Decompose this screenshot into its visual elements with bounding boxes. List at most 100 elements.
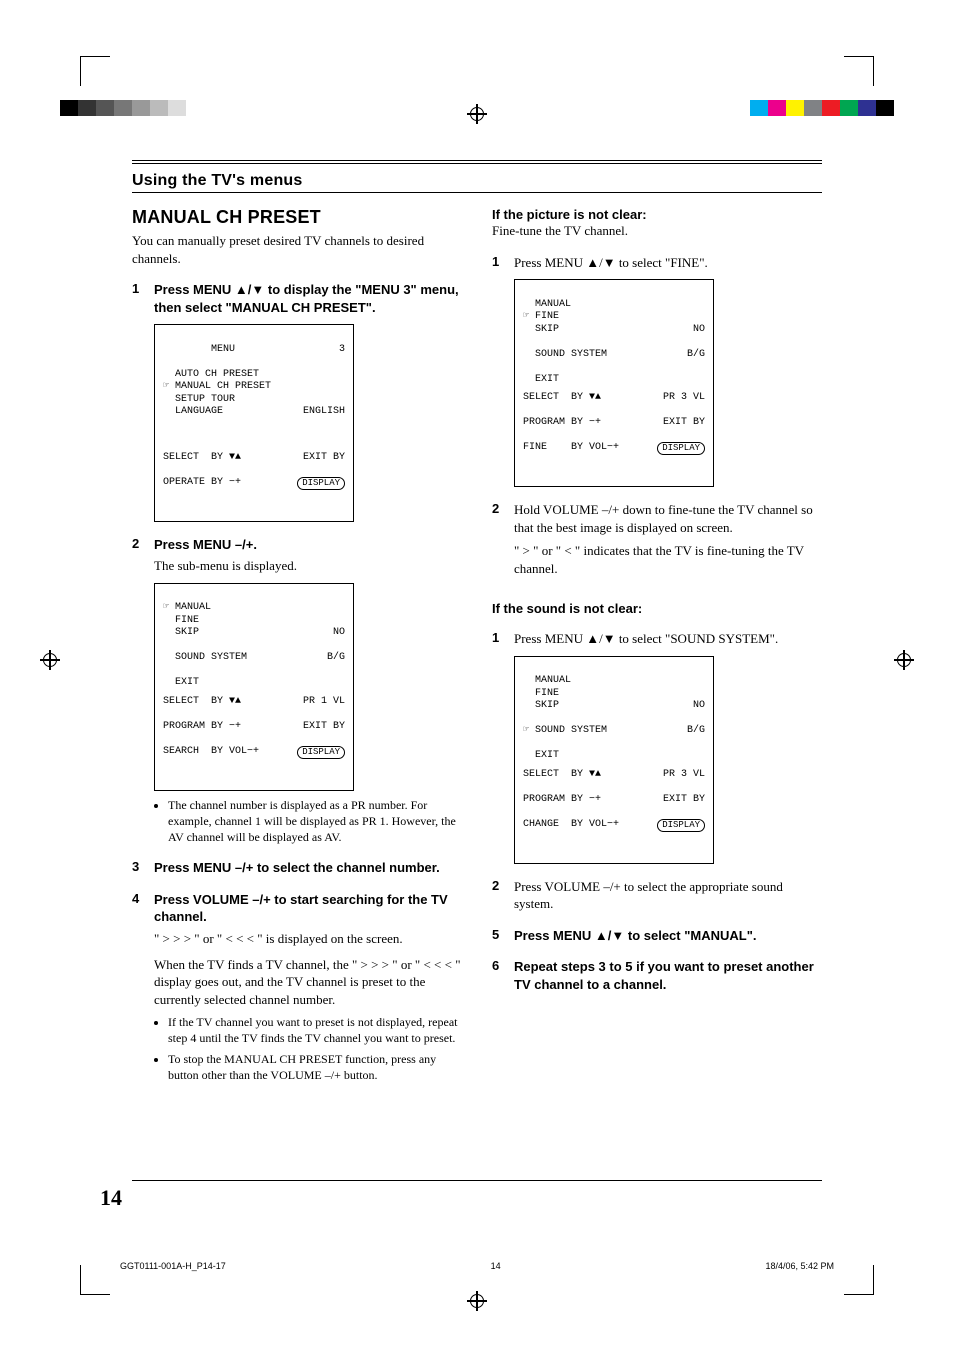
right-step-2: 2 Hold VOLUME –/+ down to fine-tune the … [492,501,822,577]
footer-right: 18/4/06, 5:42 PM [765,1261,834,1271]
osd4-l2: FINE [523,688,559,699]
osd4-foot2-l: PROGRAM BY −+ [523,794,601,807]
right-step-1: 1 Press MENU ▲/▼ to select "FINE". [492,254,822,272]
note-pr-number: The channel number is displayed as a PR … [168,797,462,846]
r1-num: 1 [492,254,506,272]
osd2-foot1-r: PR 1 VL [303,696,345,709]
osd2-sound-r: B/G [327,652,345,665]
step-3-text: Press MENU –/+ to select the channel num… [154,859,462,877]
osd3-display-pill: DISPLAY [657,442,705,455]
osd1-foot2-l: OPERATE BY −+ [163,477,241,490]
osd4-l1: MANUAL [523,675,571,686]
step-4-bullet-2: To stop the MANUAL CH PRESET function, p… [168,1051,462,1083]
osd2-l2: FINE [163,615,199,626]
print-footer: GGT0111-001A-H_P14-17 14 18/4/06, 5:42 P… [120,1261,834,1271]
osd3-exit: EXIT [523,374,559,385]
osd1-foot1-r: EXIT BY [303,452,345,465]
step-1: 1 Press MENU ▲/▼ to display the "MENU 3"… [132,281,462,316]
step-4-p1: " > > > " or " < < < " is displayed on t… [154,930,462,948]
crop-mark-br [844,1265,874,1295]
step-3-number: 3 [132,859,146,877]
osd1-language-label: LANGUAGE [163,406,223,419]
osd1-language-value: ENGLISH [303,406,345,419]
step-5: 5 Press MENU ▲/▼ to select "MANUAL". [492,927,822,945]
osd3-foot3-l: FINE BY VOL−+ [523,442,619,455]
osd1-title: MENU [211,344,235,355]
heading-manual-ch-preset: MANUAL CH PRESET [132,207,462,228]
registration-crosshair-bottom [467,1291,487,1311]
s2-text: Press VOLUME –/+ to select the appropria… [514,878,822,913]
step-4: 4 Press VOLUME –/+ to start searching fo… [132,891,462,1087]
osd-submenu-manual: ☞ MANUAL FINE SKIPNO SOUND SYSTEMB/G EXI… [154,583,354,791]
s2-num: 2 [492,878,506,913]
intro-text: You can manually preset desired TV chann… [132,232,462,267]
osd3-sound-r: B/G [687,349,705,362]
osd3-foot2-r: EXIT BY [663,417,705,430]
rule-top [132,163,822,164]
osd1-display-pill: DISPLAY [297,477,345,490]
registration-bar [0,100,954,130]
osd2-foot1-l: SELECT BY ▼▲ [163,696,241,709]
osd3-sound-l: SOUND SYSTEM [523,349,607,362]
step-2-bold: Press MENU –/+. [154,536,462,554]
osd4-foot1-r: PR 3 VL [663,769,705,782]
r1-text: Press MENU ▲/▼ to select "FINE". [514,254,822,272]
osd1-line1: AUTO CH PRESET [163,369,259,380]
sound-step-2: 2 Press VOLUME –/+ to select the appropr… [492,878,822,913]
osd2-skip-l: SKIP [163,627,199,640]
rule-under-title [132,192,822,193]
osd2-foot2-l: PROGRAM BY −+ [163,721,241,734]
osd-sound-system: MANUAL FINE SKIPNO ☞ SOUND SYSTEMB/G EXI… [514,656,714,864]
right-column: If the picture is not clear: Fine-tune t… [492,207,822,1087]
r2-num: 2 [492,501,506,577]
step-6-text: Repeat steps 3 to 5 if you want to prese… [514,958,822,993]
step-4-p2: When the TV finds a TV channel, the " > … [154,956,462,1009]
left-column: MANUAL CH PRESET You can manually preset… [132,207,462,1087]
registration-crosshair-top [467,104,487,124]
osd1-line2: ☞ MANUAL CH PRESET [163,381,271,392]
color-swatch-bar [750,100,894,116]
osd3-foot1-l: SELECT BY ▼▲ [523,392,601,405]
s1-text: Press MENU ▲/▼ to select "SOUND SYSTEM". [514,630,822,648]
osd4-skip-r: NO [693,700,705,713]
osd2-exit: EXIT [163,677,199,688]
osd4-foot2-r: EXIT BY [663,794,705,807]
osd1-page: 3 [339,344,345,357]
crop-mark-tl [80,56,110,86]
osd3-skip-l: SKIP [523,324,559,337]
osd3-skip-r: NO [693,324,705,337]
osd2-sound-l: SOUND SYSTEM [163,652,247,665]
picture-not-clear-sub: Fine-tune the TV channel. [492,222,822,240]
osd-fine: MANUAL ☞ FINE SKIPNO SOUND SYSTEMB/G EXI… [514,279,714,487]
page-content: Using the TV's menus MANUAL CH PRESET Yo… [132,160,822,1087]
step-2-plain: The sub-menu is displayed. [154,557,462,575]
step-5-number: 5 [492,927,506,945]
crop-mark-tr [844,56,874,86]
section-title: Using the TV's menus [132,172,822,190]
registration-crosshair-right [894,650,914,670]
grayscale-swatch-bar [60,100,204,116]
osd2-display-pill: DISPLAY [297,746,345,759]
page-number: 14 [100,1185,122,1211]
step-4-number: 4 [132,891,146,1087]
step-4-bullet-1: If the TV channel you want to preset is … [168,1014,462,1046]
osd3-foot1-r: PR 3 VL [663,392,705,405]
picture-not-clear-heading: If the picture is not clear: [492,207,822,222]
step-6: 6 Repeat steps 3 to 5 if you want to pre… [492,958,822,993]
step-2: 2 Press MENU –/+. The sub-menu is displa… [132,536,462,575]
osd1-line3: SETUP TOUR [163,394,235,405]
footer-center: 14 [491,1261,501,1271]
sound-step-1: 1 Press MENU ▲/▼ to select "SOUND SYSTEM… [492,630,822,648]
osd4-foot3-l: CHANGE BY VOL−+ [523,819,619,832]
step-2-number: 2 [132,536,146,575]
step-1-text: Press MENU ▲/▼ to display the "MENU 3" m… [154,281,462,316]
step-6-number: 6 [492,958,506,993]
osd4-skip-l: SKIP [523,700,559,713]
osd-menu-3: MENU3 AUTO CH PRESET ☞ MANUAL CH PRESET … [154,324,354,522]
osd4-exit: EXIT [523,750,559,761]
osd2-foot2-r: EXIT BY [303,721,345,734]
s1-num: 1 [492,630,506,648]
osd4-sound-l: ☞ SOUND SYSTEM [523,725,607,738]
osd1-foot1-l: SELECT BY ▼▲ [163,452,241,465]
osd2-foot3-l: SEARCH BY VOL−+ [163,746,259,759]
